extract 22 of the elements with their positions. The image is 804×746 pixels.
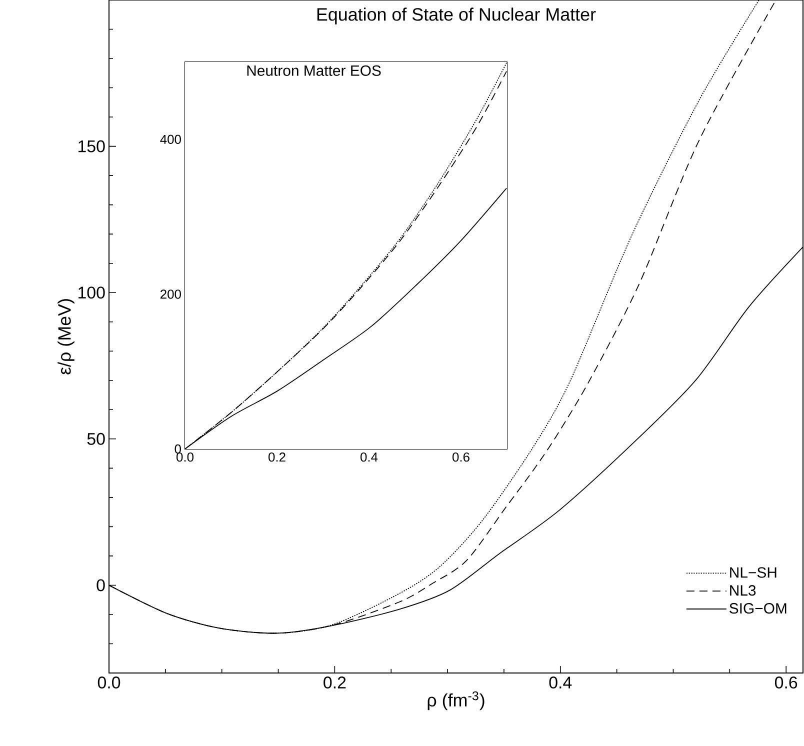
x-tick-label: 0.6	[452, 452, 470, 462]
legend-label: NL−SH	[730, 567, 776, 578]
legend-label: SIG−OM	[730, 603, 786, 614]
chart-title: Equation of State of Nuclear Matter	[317, 8, 596, 24]
y-tick-label: 0	[174, 444, 181, 454]
x-tick-label: 0.2	[324, 676, 346, 689]
chart-title: Neutron Matter EOS	[247, 65, 381, 76]
x-tick-label: 0.6	[774, 676, 798, 689]
x-tick-label: 0.2	[268, 452, 286, 462]
y-tick-label: 200	[160, 290, 181, 299]
y-tick-label: 400	[160, 134, 181, 144]
y-tick-label: 100	[78, 286, 105, 299]
y-tick-label: 50	[87, 432, 105, 445]
y-axis-title: ε/ρ (MeV)	[58, 299, 74, 374]
x-tick-label: 0.0	[98, 676, 120, 689]
y-tick-label: 0	[96, 579, 105, 592]
y-tick-label: 150	[78, 140, 105, 152]
x-axis-title: ρ (fm$^{-3}$)	[428, 691, 484, 710]
x-tick-label: 0.4	[549, 676, 572, 689]
x-tick-label: 0.0	[176, 452, 194, 462]
legend-label: NL3	[730, 585, 756, 596]
x-tick-label: 0.4	[360, 452, 378, 462]
